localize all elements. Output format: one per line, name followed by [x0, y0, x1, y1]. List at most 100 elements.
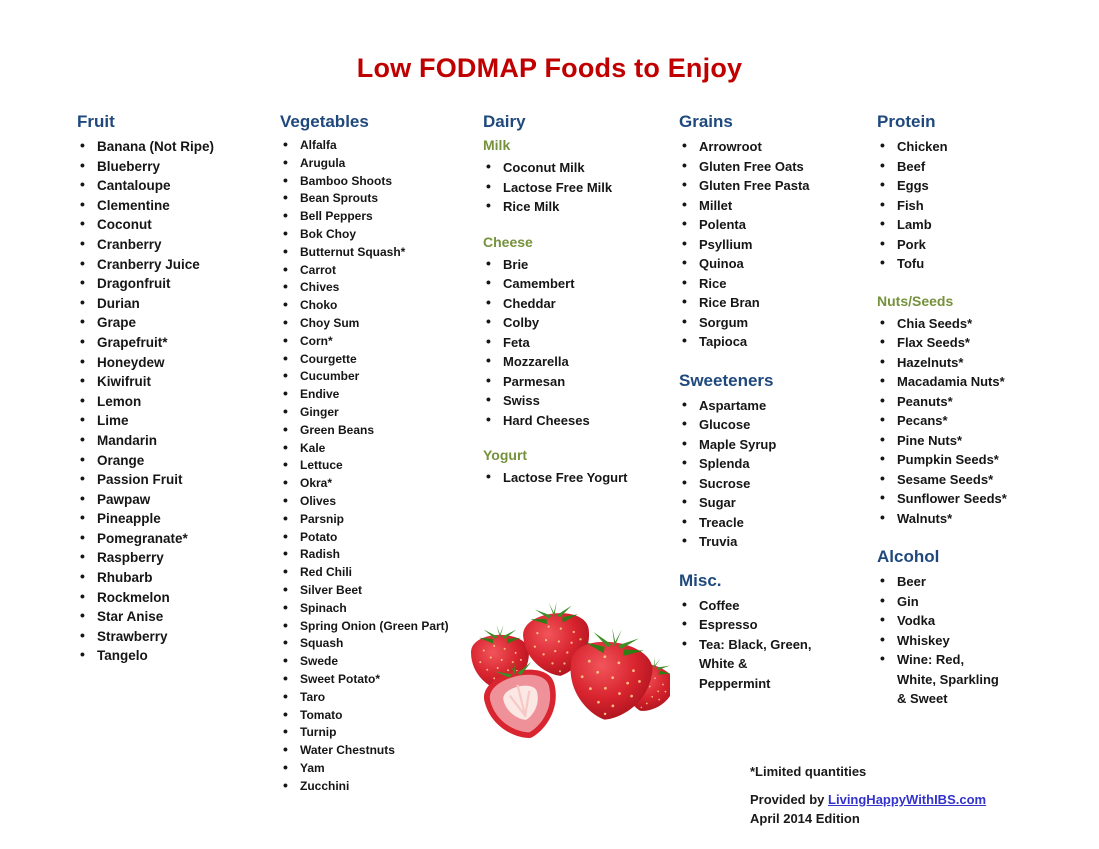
website-link[interactable]: LivingHappyWithIBS.com	[828, 792, 987, 807]
food-list-misc: CoffeeEspressoTea: Black, Green, White &…	[679, 595, 829, 694]
column-vegetables: Vegetables AlfalfaArugulaBamboo ShootsBea…	[280, 112, 478, 813]
food-list-sweeteners: AspartameGlucoseMaple SyrupSplendaSucros…	[679, 395, 829, 552]
list-item-blueberry: Blueberry	[77, 156, 275, 177]
list-item-bean-sprouts: Bean Sprouts	[280, 189, 478, 208]
list-item-polenta: Polenta	[679, 214, 829, 235]
list-item-grape: Grape	[77, 312, 275, 333]
list-item-macadamia-nuts: Macadamia Nuts*	[877, 371, 1027, 392]
section-header-misc: Misc.	[679, 570, 722, 590]
list-item-gluten-free-pasta: Gluten Free Pasta	[679, 175, 829, 196]
list-item-sugar: Sugar	[679, 492, 829, 513]
list-item-pomegranate: Pomegranate*	[77, 528, 275, 549]
list-item-radish: Radish	[280, 545, 478, 564]
list-item-beer: Beer	[877, 571, 1027, 592]
list-item-hazelnuts: Hazelnuts*	[877, 352, 1027, 373]
section-header-cheese: Cheese	[483, 233, 533, 250]
list-item-spinach: Spinach	[280, 599, 478, 618]
list-item-taro: Taro	[280, 688, 478, 707]
column-fruit: Fruit Banana (Not Ripe)BlueberryCantaloup…	[77, 112, 275, 684]
list-item-arugula: Arugula	[280, 154, 478, 173]
list-item-parmesan: Parmesan	[483, 371, 675, 392]
list-item-hard-cheeses: Hard Cheeses	[483, 410, 675, 431]
list-item-bok-choy: Bok Choy	[280, 225, 478, 244]
list-item-mandarin: Mandarin	[77, 430, 275, 451]
list-item-camembert: Camembert	[483, 273, 675, 294]
list-item-espresso: Espresso	[679, 614, 829, 635]
food-list-milk: Coconut MilkLactose Free MilkRice Milk	[483, 157, 675, 217]
list-item-pumpkin-seeds: Pumpkin Seeds*	[877, 449, 1027, 470]
list-item-sesame-seeds: Sesame Seeds*	[877, 469, 1027, 490]
list-item-tangelo: Tangelo	[77, 645, 275, 666]
list-item-cantaloupe: Cantaloupe	[77, 175, 275, 196]
list-item-durian: Durian	[77, 293, 275, 314]
list-item-lactose-free-milk: Lactose Free Milk	[483, 177, 675, 198]
list-item-star-anise: Star Anise	[77, 606, 275, 627]
list-item-lactose-free-yogurt: Lactose Free Yogurt	[483, 467, 675, 488]
list-item-sweet-potato: Sweet Potato*	[280, 670, 478, 689]
list-item-sunflower-seeds: Sunflower Seeds*	[877, 488, 1027, 509]
provided-by-text: Provided by	[750, 792, 829, 807]
food-list-vegetables: AlfalfaArugulaBamboo ShootsBean SproutsB…	[280, 136, 478, 795]
section-header-nuts-seeds: Nuts/Seeds	[877, 292, 954, 309]
list-item-pecans: Pecans*	[877, 410, 1027, 431]
list-item-aspartame: Aspartame	[679, 395, 829, 416]
list-item-squash: Squash	[280, 634, 478, 653]
list-item-mozzarella: Mozzarella	[483, 351, 675, 372]
footer: *Limited quantities Provided by LivingHa…	[750, 762, 986, 828]
list-item-clementine: Clementine	[77, 195, 275, 216]
column-protein: Protein ChickenBeefEggsFishLambPorkTofu Nu…	[877, 112, 1027, 728]
list-item-lettuce: Lettuce	[280, 456, 478, 475]
section-header-milk: Milk	[483, 137, 511, 153]
list-item-grapefruit: Grapefruit*	[77, 332, 275, 353]
list-item-fish: Fish	[877, 195, 1027, 216]
list-item-rice-milk: Rice Milk	[483, 196, 675, 217]
list-item-maple-syrup: Maple Syrup	[679, 434, 829, 455]
list-item-pork: Pork	[877, 234, 1027, 255]
list-item-corn: Corn*	[280, 332, 478, 351]
list-item-rhubarb: Rhubarb	[77, 567, 275, 588]
list-item-swiss: Swiss	[483, 390, 675, 411]
list-item-orange: Orange	[77, 450, 275, 471]
list-item-tea-black-green-white-peppermint: Tea: Black, Green, White & Peppermint	[679, 634, 829, 694]
food-list-nuts-seeds: Chia Seeds*Flax Seeds*Hazelnuts*Macadami…	[877, 313, 1027, 529]
list-item-carrot: Carrot	[280, 261, 478, 280]
list-item-banana-not-ripe: Banana (Not Ripe)	[77, 136, 275, 157]
list-item-eggs: Eggs	[877, 175, 1027, 196]
strawberries-image	[471, 598, 670, 738]
list-item-chicken: Chicken	[877, 136, 1027, 157]
list-item-sucrose: Sucrose	[679, 473, 829, 494]
list-item-swede: Swede	[280, 652, 478, 671]
limited-quantities-note: *Limited quantities	[750, 764, 867, 779]
provided-by-line: Provided by LivingHappyWithIBS.com	[750, 790, 986, 809]
section-header-dairy: Dairy	[483, 112, 526, 131]
list-item-cranberry-juice: Cranberry Juice	[77, 254, 275, 275]
list-item-tapioca: Tapioca	[679, 331, 829, 352]
food-list-alcohol: BeerGinVodkaWhiskeyWine: Red, White, Spa…	[877, 571, 1027, 709]
list-item-tofu: Tofu	[877, 253, 1027, 274]
list-item-passion-fruit: Passion Fruit	[77, 469, 275, 490]
page-title: Low FODMAP Foods to Enjoy	[356, 53, 743, 83]
list-item-psyllium: Psyllium	[679, 234, 829, 255]
list-item-pineapple: Pineapple	[77, 508, 275, 529]
section-header-alcohol: Alcohol	[877, 547, 940, 566]
list-item-yam: Yam	[280, 759, 478, 778]
list-item-feta: Feta	[483, 332, 675, 353]
list-item-rockmelon: Rockmelon	[77, 587, 275, 608]
list-item-choy-sum: Choy Sum	[280, 314, 478, 333]
list-item-gin: Gin	[877, 591, 1027, 612]
list-item-coconut-milk: Coconut Milk	[483, 157, 675, 178]
list-item-butternut-squash: Butternut Squash*	[280, 243, 478, 262]
list-item-cucumber: Cucumber	[280, 367, 478, 386]
list-item-pawpaw: Pawpaw	[77, 489, 275, 510]
list-item-kale: Kale	[280, 439, 478, 458]
list-item-honeydew: Honeydew	[77, 352, 275, 373]
list-item-tomato: Tomato	[280, 706, 478, 725]
section-header-protein: Protein	[877, 112, 936, 131]
section-header-sweeteners: Sweeteners	[679, 370, 774, 390]
list-item-bamboo-shoots: Bamboo Shoots	[280, 172, 478, 191]
list-item-water-chestnuts: Water Chestnuts	[280, 741, 478, 760]
list-item-rice: Rice	[679, 273, 829, 294]
list-item-spring-onion-green-part: Spring Onion (Green Part)	[280, 617, 478, 636]
list-item-bell-peppers: Bell Peppers	[280, 207, 478, 226]
column-dairy: Dairy Milk Coconut MilkLactose Free MilkRi…	[483, 112, 675, 505]
